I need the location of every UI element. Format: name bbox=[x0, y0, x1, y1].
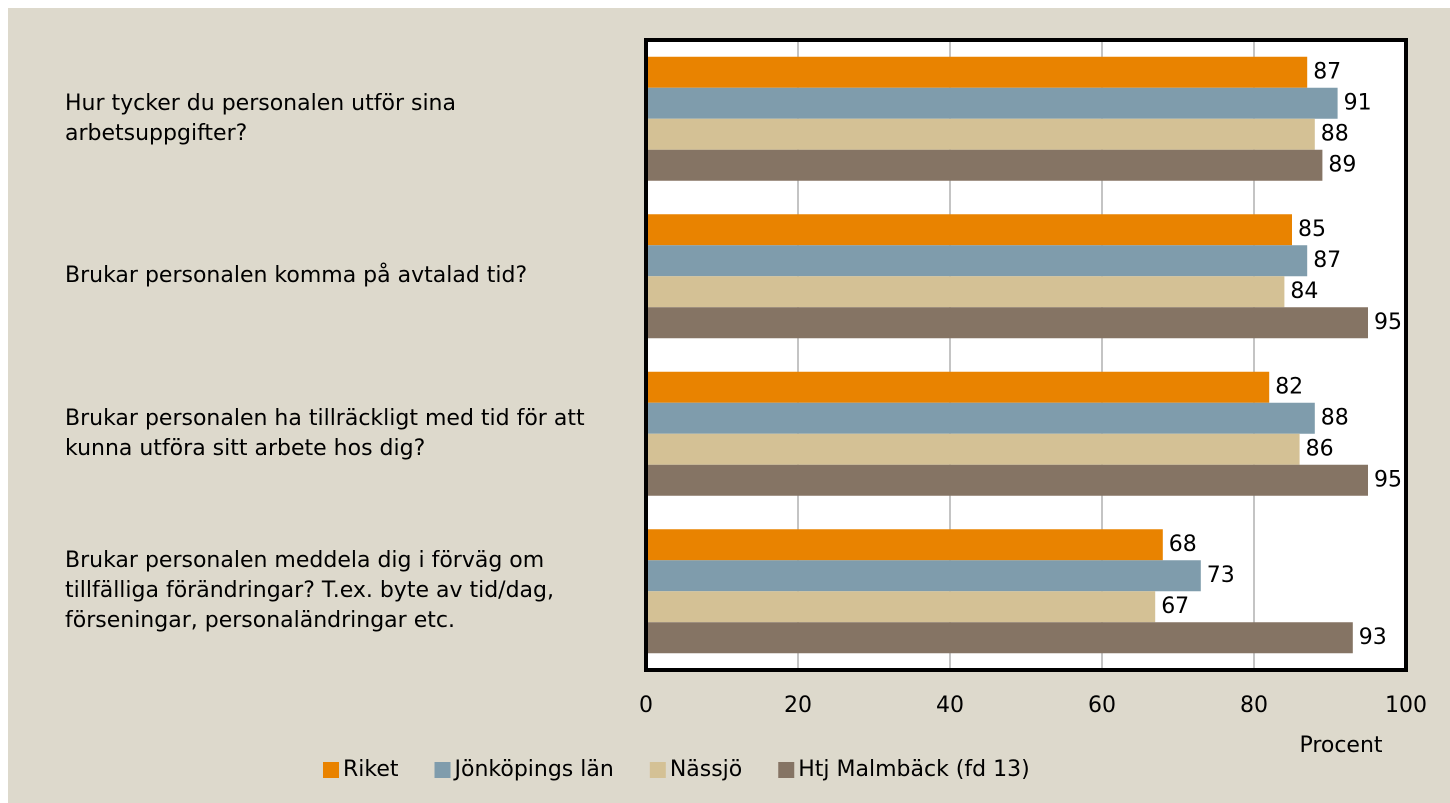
chart-area: 0 20 40 60 80 100 Procent 87 91 88 89 85 87 84 95 82 88 8… bbox=[8, 8, 1450, 803]
bar bbox=[646, 276, 1285, 308]
x-tick-label: 20 bbox=[784, 693, 812, 718]
value-label: 95 bbox=[1374, 467, 1402, 492]
bar bbox=[646, 433, 1300, 465]
plot-border bbox=[644, 38, 1408, 672]
legend-swatch bbox=[323, 762, 339, 778]
category-label: Brukar personalen komma på avtalad tid? bbox=[65, 263, 528, 289]
bar bbox=[646, 245, 1308, 277]
legend-label: Htj Malmbäck (fd 13) bbox=[798, 757, 1029, 782]
bar bbox=[646, 214, 1292, 246]
value-label: 68 bbox=[1169, 532, 1197, 557]
bar bbox=[646, 529, 1163, 561]
value-label: 73 bbox=[1207, 563, 1235, 588]
legend-swatch bbox=[778, 762, 795, 778]
bar bbox=[646, 464, 1368, 496]
x-tick-label: 60 bbox=[1088, 693, 1116, 718]
category-label: Brukar personalen meddela dig i förväg o… bbox=[65, 548, 554, 634]
value-label: 85 bbox=[1298, 217, 1326, 242]
value-label: 88 bbox=[1321, 405, 1349, 430]
x-tick-label: 0 bbox=[639, 693, 653, 718]
category-label: Brukar personalen ha tillräckligt med ti… bbox=[65, 405, 585, 461]
bar bbox=[646, 622, 1353, 654]
bar bbox=[646, 560, 1201, 592]
legend-label: Jönköpings län bbox=[453, 757, 614, 782]
bar bbox=[646, 591, 1156, 623]
legend-label: Riket bbox=[343, 757, 399, 782]
x-axis-label: Procent bbox=[1299, 733, 1382, 758]
x-tick-label: 40 bbox=[936, 693, 964, 718]
bar bbox=[646, 402, 1315, 434]
bar bbox=[646, 307, 1368, 339]
legend-label: Nässjö bbox=[670, 757, 742, 782]
x-tick-label: 100 bbox=[1385, 693, 1427, 718]
chart: 0 20 40 60 80 100Procent879188898587849582888… bbox=[323, 38, 1427, 782]
value-label: 86 bbox=[1306, 436, 1334, 461]
value-label: 91 bbox=[1344, 90, 1372, 115]
value-label: 89 bbox=[1328, 152, 1356, 177]
legend-swatch bbox=[649, 762, 666, 778]
bar bbox=[646, 56, 1308, 88]
value-label: 88 bbox=[1321, 121, 1349, 146]
value-label: 84 bbox=[1290, 279, 1318, 304]
bar bbox=[646, 118, 1315, 150]
x-tick-label: 80 bbox=[1240, 693, 1268, 718]
legend-swatch bbox=[434, 762, 451, 778]
bar bbox=[646, 87, 1338, 119]
value-label: 95 bbox=[1374, 310, 1402, 335]
bar bbox=[646, 149, 1323, 181]
value-label: 82 bbox=[1275, 374, 1303, 399]
value-label: 87 bbox=[1313, 248, 1341, 273]
bar bbox=[646, 371, 1270, 403]
category-label: Hur tycker du personalen utför sina arbe… bbox=[65, 90, 456, 146]
value-label: 87 bbox=[1313, 59, 1341, 84]
value-label: 67 bbox=[1161, 594, 1189, 619]
value-label: 93 bbox=[1359, 625, 1387, 650]
